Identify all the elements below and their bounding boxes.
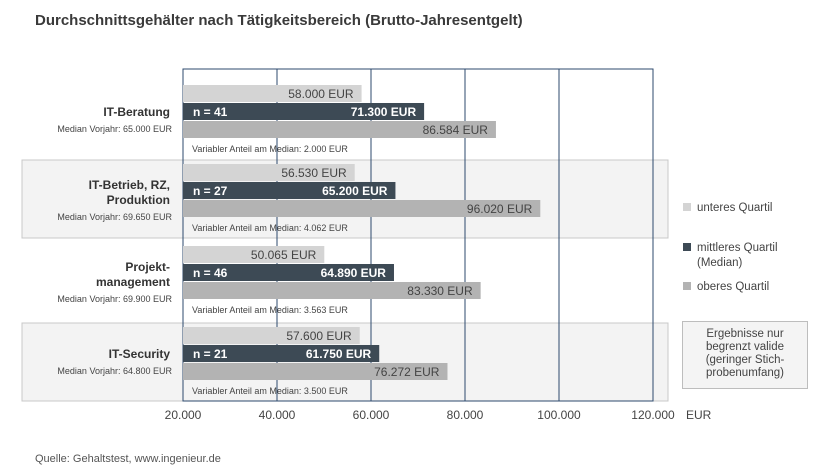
- bar-n-label: n = 21: [193, 347, 228, 361]
- bar-lower-quartile: [183, 327, 360, 344]
- category-label: Produktion: [107, 193, 170, 207]
- variable-share-label: Variabler Anteil am Median: 3.500 EUR: [192, 386, 348, 396]
- bar-lower-quartile: [183, 164, 355, 181]
- legend-label-upper: oberes Quartil: [697, 281, 770, 293]
- bar-n-label: n = 41: [193, 105, 228, 119]
- x-tick-label: 100.000: [537, 408, 581, 422]
- plot-frame: [182, 68, 654, 402]
- x-tick-label: 120.000: [631, 408, 675, 422]
- bar-label-lower: 57.600 EUR: [286, 329, 352, 343]
- legend-swatch-lower: [683, 203, 691, 211]
- x-tick-label: 20.000: [165, 408, 202, 422]
- bar-label-median: 61.750 EUR: [306, 347, 372, 361]
- bar-label-upper: 83.330 EUR: [407, 284, 473, 298]
- bar-upper-quartile: [183, 200, 541, 217]
- legend-label-median: mittleres Quartil (Median): [697, 242, 778, 269]
- category-label: management: [96, 275, 170, 289]
- bar-median: [183, 345, 380, 362]
- bar-median: [183, 182, 396, 199]
- bar-label-upper: 76.272 EUR: [374, 365, 440, 379]
- variable-share-label: Variabler Anteil am Median: 2.000 EUR: [192, 144, 348, 154]
- category-prev-median: Median Vorjahr: 69.650 EUR: [57, 212, 172, 222]
- category-label: IT-Beratung: [103, 105, 170, 119]
- bar-median: [183, 103, 425, 120]
- bar-label-lower: 56.530 EUR: [281, 166, 347, 180]
- bar-label-median: 65.200 EUR: [322, 184, 388, 198]
- x-tick-label: 40.000: [259, 408, 296, 422]
- category-prev-median: Median Vorjahr: 64.800 EUR: [57, 366, 172, 376]
- bar-label-median: 64.890 EUR: [321, 266, 387, 280]
- category-prev-median: Median Vorjahr: 69.900 EUR: [57, 294, 172, 304]
- validity-note: Ergebnisse nur begrenzt valide (geringer…: [682, 321, 808, 389]
- bar-label-lower: 50.065 EUR: [251, 248, 317, 262]
- bar-upper-quartile: [183, 282, 481, 299]
- source-caption: Quelle: Gehaltstest, www.ingenieur.de: [35, 453, 221, 465]
- legend-swatch-median: [683, 243, 691, 251]
- bar-n-label: n = 27: [193, 184, 228, 198]
- bar-lower-quartile: [183, 85, 362, 102]
- legend-item-lower: unteres Quartil: [683, 201, 772, 216]
- category-label: IT-Betrieb, RZ,: [89, 178, 170, 192]
- category-label: IT-Security: [109, 347, 171, 361]
- variable-share-label: Variabler Anteil am Median: 3.563 EUR: [192, 305, 348, 315]
- bar-label-upper: 96.020 EUR: [467, 202, 533, 216]
- bar-lower-quartile: [183, 246, 325, 263]
- x-axis-unit: EUR: [686, 408, 712, 422]
- legend-label-lower: unteres Quartil: [697, 202, 773, 214]
- category-prev-median: Median Vorjahr: 65.000 EUR: [57, 124, 172, 134]
- bar-label-upper: 86.584 EUR: [423, 123, 489, 137]
- legend-item-median: mittleres Quartil (Median): [683, 241, 797, 271]
- bar-upper-quartile: [183, 121, 496, 138]
- bar-label-lower: 58.000 EUR: [288, 87, 354, 101]
- legend-item-upper: oberes Quartil: [683, 280, 769, 295]
- variable-share-label: Variabler Anteil am Median: 4.062 EUR: [192, 223, 348, 233]
- x-tick-label: 60.000: [353, 408, 390, 422]
- chart-title: Durchschnittsgehälter nach Tätigkeitsber…: [35, 12, 523, 29]
- x-tick-label: 80.000: [447, 408, 484, 422]
- bar-median: [183, 264, 394, 281]
- category-label: Projekt-: [125, 260, 170, 274]
- bar-label-median: 71.300 EUR: [351, 105, 417, 119]
- bar-upper-quartile: [183, 363, 448, 380]
- bar-n-label: n = 46: [193, 266, 228, 280]
- legend-swatch-upper: [683, 282, 691, 290]
